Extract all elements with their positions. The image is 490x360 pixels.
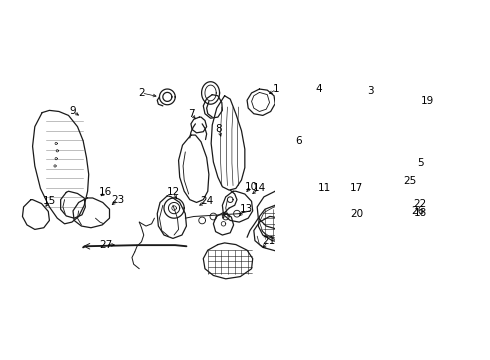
Text: 13: 13 (239, 204, 252, 214)
Text: 10: 10 (245, 182, 258, 192)
Text: 1: 1 (273, 84, 280, 94)
Text: 4: 4 (316, 84, 322, 94)
Text: 26: 26 (412, 206, 425, 216)
Text: 16: 16 (99, 187, 112, 197)
Text: 15: 15 (43, 196, 56, 206)
Text: 23: 23 (111, 195, 124, 204)
Text: 9: 9 (70, 107, 76, 117)
Text: 12: 12 (166, 187, 179, 197)
Text: 27: 27 (99, 239, 112, 249)
Text: 2: 2 (138, 88, 145, 98)
Text: 18: 18 (414, 208, 427, 217)
Text: 14: 14 (253, 184, 266, 193)
Text: 21: 21 (262, 236, 275, 246)
Text: 11: 11 (318, 184, 331, 193)
Text: 17: 17 (350, 184, 363, 193)
Text: 5: 5 (416, 158, 423, 168)
Text: 3: 3 (368, 86, 374, 96)
Text: 25: 25 (403, 176, 416, 186)
Text: 6: 6 (295, 136, 302, 146)
Text: 19: 19 (421, 96, 435, 107)
Text: 7: 7 (188, 109, 194, 119)
Text: 24: 24 (200, 196, 213, 206)
Text: 8: 8 (216, 125, 222, 135)
Text: 22: 22 (414, 199, 427, 208)
Text: 20: 20 (350, 209, 363, 219)
